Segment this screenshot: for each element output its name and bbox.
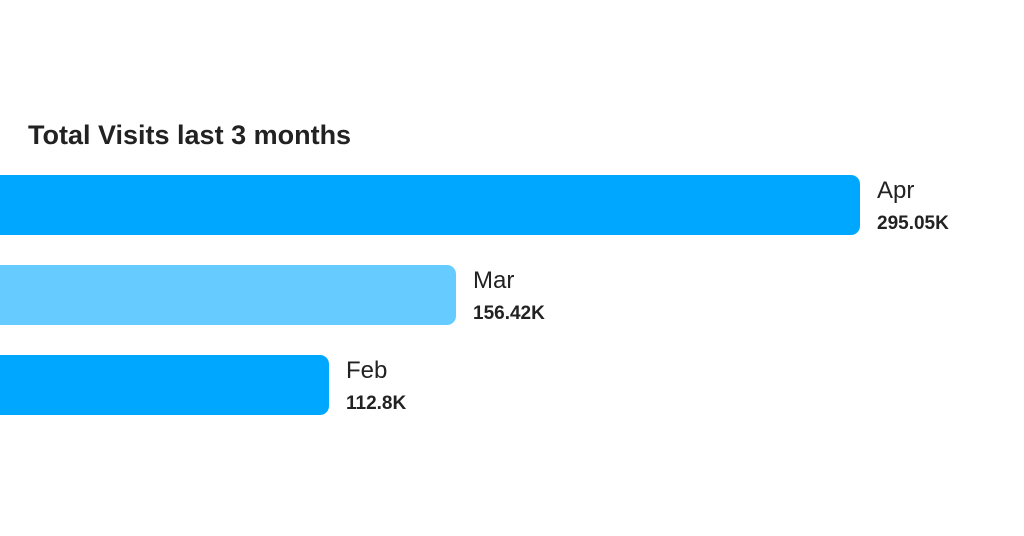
bar-apr (0, 175, 860, 235)
bar-value-label: 156.42K (473, 303, 545, 324)
bar-category-label: Mar (473, 267, 515, 294)
bar-value-label: 295.05K (877, 213, 949, 234)
chart-title: Total Visits last 3 months (28, 120, 352, 150)
bar-mar (0, 265, 456, 325)
bar-category-label: Apr (877, 177, 915, 204)
bar-category-label: Feb (346, 357, 388, 384)
bar-value-label: 112.8K (346, 393, 407, 414)
bar-feb (0, 355, 329, 415)
